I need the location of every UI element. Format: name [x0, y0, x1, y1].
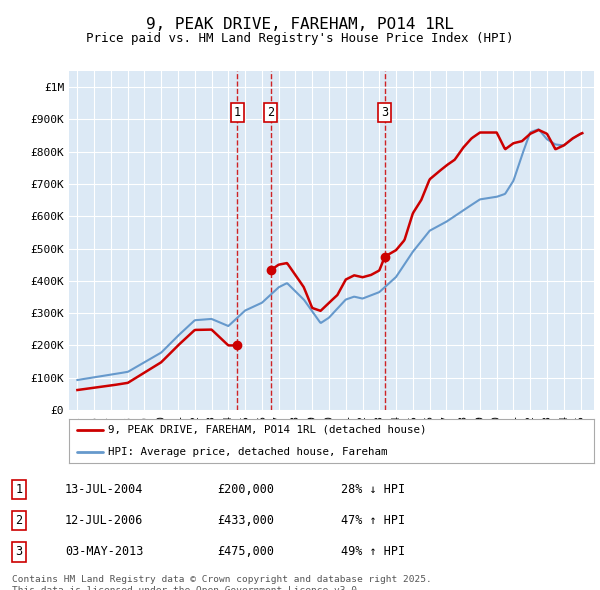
Text: Contains HM Land Registry data © Crown copyright and database right 2025.
This d: Contains HM Land Registry data © Crown c… — [12, 575, 432, 590]
Text: 1: 1 — [233, 106, 241, 119]
Text: £200,000: £200,000 — [218, 483, 275, 496]
Text: £433,000: £433,000 — [218, 514, 275, 527]
Text: 12-JUL-2006: 12-JUL-2006 — [65, 514, 143, 527]
Text: 28% ↓ HPI: 28% ↓ HPI — [341, 483, 405, 496]
Text: 3: 3 — [16, 545, 22, 558]
Text: 2: 2 — [267, 106, 274, 119]
Text: 9, PEAK DRIVE, FAREHAM, PO14 1RL: 9, PEAK DRIVE, FAREHAM, PO14 1RL — [146, 17, 454, 31]
Text: 3: 3 — [381, 106, 388, 119]
Text: 1: 1 — [16, 483, 22, 496]
Text: £475,000: £475,000 — [218, 545, 275, 558]
Text: HPI: Average price, detached house, Fareham: HPI: Average price, detached house, Fare… — [109, 447, 388, 457]
Text: 9, PEAK DRIVE, FAREHAM, PO14 1RL (detached house): 9, PEAK DRIVE, FAREHAM, PO14 1RL (detach… — [109, 425, 427, 435]
Text: 03-MAY-2013: 03-MAY-2013 — [65, 545, 143, 558]
Text: 49% ↑ HPI: 49% ↑ HPI — [341, 545, 405, 558]
Text: 2: 2 — [16, 514, 22, 527]
Text: 47% ↑ HPI: 47% ↑ HPI — [341, 514, 405, 527]
Text: Price paid vs. HM Land Registry's House Price Index (HPI): Price paid vs. HM Land Registry's House … — [86, 32, 514, 45]
Text: 13-JUL-2004: 13-JUL-2004 — [65, 483, 143, 496]
